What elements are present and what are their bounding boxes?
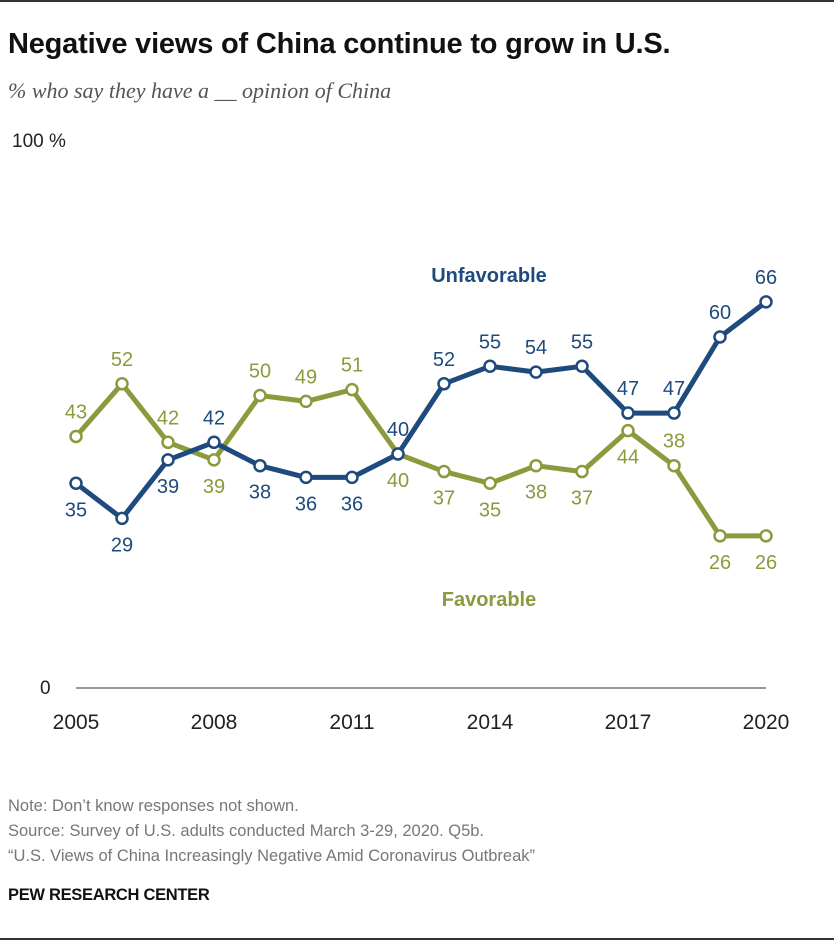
data-label-unfavorable-2019: 60	[709, 302, 731, 324]
data-point-favorable-2017	[621, 423, 635, 438]
data-point-favorable-2018	[667, 458, 681, 473]
data-point-favorable-2008	[207, 453, 221, 467]
data-point-favorable-2007	[161, 435, 175, 450]
x-tick-label-2011: 2011	[329, 711, 374, 734]
data-point-unfavorable-2011	[345, 470, 359, 485]
data-point-unfavorable-2005	[69, 476, 83, 490]
data-label-unfavorable-2005: 35	[65, 499, 87, 521]
x-tick-label-2017: 2017	[605, 711, 652, 734]
bottom-rule	[0, 938, 834, 940]
data-point-favorable-2013	[437, 464, 451, 479]
data-label-unfavorable-2011: 36	[341, 493, 363, 515]
chart-title: Negative views of China continue to grow…	[8, 28, 671, 60]
data-label-unfavorable-2009: 38	[249, 482, 271, 504]
data-point-favorable-2011	[345, 382, 359, 397]
series-line-unfavorable	[73, 299, 769, 521]
data-label-favorable-2010: 49	[295, 366, 317, 388]
data-label-unfavorable-2013: 52	[433, 349, 455, 371]
data-point-favorable-2009	[253, 388, 267, 403]
data-point-unfavorable-2015	[529, 365, 543, 379]
data-point-favorable-2015	[529, 458, 543, 473]
data-label-unfavorable-2020: 66	[755, 267, 777, 289]
data-point-unfavorable-2012	[391, 447, 405, 461]
data-label-favorable-2018: 38	[663, 431, 685, 453]
y-tick-label-0: 0	[40, 678, 51, 699]
x-tick-label-2008: 2008	[191, 711, 238, 734]
data-label-favorable-2019: 26	[709, 552, 731, 574]
data-point-unfavorable-2008	[207, 435, 221, 450]
data-label-favorable-2012: 40	[387, 470, 409, 492]
data-point-favorable-2019	[713, 529, 727, 543]
data-point-unfavorable-2019	[713, 330, 727, 344]
data-label-unfavorable-2007: 39	[157, 476, 179, 498]
data-label-favorable-2008: 39	[203, 476, 225, 498]
notes-block: Note: Don’t know responses not shown. So…	[8, 794, 535, 869]
data-point-unfavorable-2006	[115, 511, 129, 526]
data-label-favorable-2005: 43	[65, 401, 87, 423]
data-label-favorable-2006: 52	[111, 349, 133, 371]
data-label-favorable-2013: 37	[433, 488, 455, 510]
data-label-unfavorable-2017: 47	[617, 378, 639, 400]
data-label-unfavorable-2008: 42	[203, 407, 225, 429]
x-tick-label-2014: 2014	[467, 711, 514, 734]
series-name-unfavorable: Unfavorable	[431, 265, 547, 287]
data-point-unfavorable-2007	[161, 453, 175, 467]
data-label-favorable-2015: 38	[525, 482, 547, 504]
data-point-unfavorable-2018	[667, 406, 681, 420]
y-tick-label-100: 100 %	[12, 131, 66, 152]
data-label-favorable-2007: 42	[157, 407, 179, 429]
data-point-unfavorable-2020	[759, 295, 773, 309]
data-point-favorable-2016	[575, 464, 589, 479]
chart-subtitle: % who say they have a __ opinion of Chin…	[8, 78, 392, 103]
data-point-favorable-2005	[69, 429, 83, 444]
data-point-unfavorable-2017	[621, 406, 635, 420]
data-label-unfavorable-2016: 55	[571, 331, 593, 353]
x-tick-label-2020: 2020	[743, 711, 790, 734]
data-label-favorable-2009: 50	[249, 361, 271, 383]
data-label-unfavorable-2006: 29	[111, 534, 133, 556]
data-label-favorable-2020: 26	[755, 552, 777, 574]
brand-logo-text: PEW RESEARCH CENTER	[8, 886, 210, 904]
data-point-unfavorable-2010	[299, 470, 313, 485]
top-rule	[0, 0, 834, 2]
x-tick-label-2005: 2005	[53, 711, 100, 734]
series-name-favorable: Favorable	[442, 589, 536, 611]
data-label-unfavorable-2014: 55	[479, 331, 501, 353]
lines-layer	[73, 299, 769, 539]
data-label-favorable-2016: 37	[571, 488, 593, 510]
data-point-favorable-2006	[115, 377, 129, 391]
data-label-favorable-2017: 44	[617, 447, 639, 469]
data-point-unfavorable-2009	[253, 458, 267, 473]
data-label-favorable-2011: 51	[341, 355, 363, 377]
data-label-unfavorable-2015: 54	[525, 337, 547, 359]
data-point-favorable-2020	[759, 529, 773, 543]
data-label-unfavorable-2010: 36	[295, 493, 317, 515]
source-text: Source: Survey of U.S. adults conducted …	[8, 822, 485, 840]
labels-layer: 35 29 39 42 38 36 36 40 52 55 54 55 47 47 60 66 43 52 42 39…	[65, 265, 777, 611]
data-point-unfavorable-2013	[437, 377, 451, 391]
note-text: Note: Don’t know responses not shown.	[8, 797, 299, 815]
report-text: “U.S. Views of China Increasingly Negati…	[8, 847, 536, 865]
data-label-favorable-2014: 35	[479, 499, 501, 521]
data-point-favorable-2014	[483, 476, 497, 490]
data-point-favorable-2010	[299, 394, 313, 409]
points-layer	[69, 295, 773, 543]
data-point-unfavorable-2016	[575, 359, 589, 373]
data-label-unfavorable-2018: 47	[663, 378, 685, 400]
data-label-unfavorable-2012: 40	[387, 419, 409, 441]
data-point-unfavorable-2014	[483, 359, 497, 373]
series-line-favorable	[73, 381, 769, 539]
